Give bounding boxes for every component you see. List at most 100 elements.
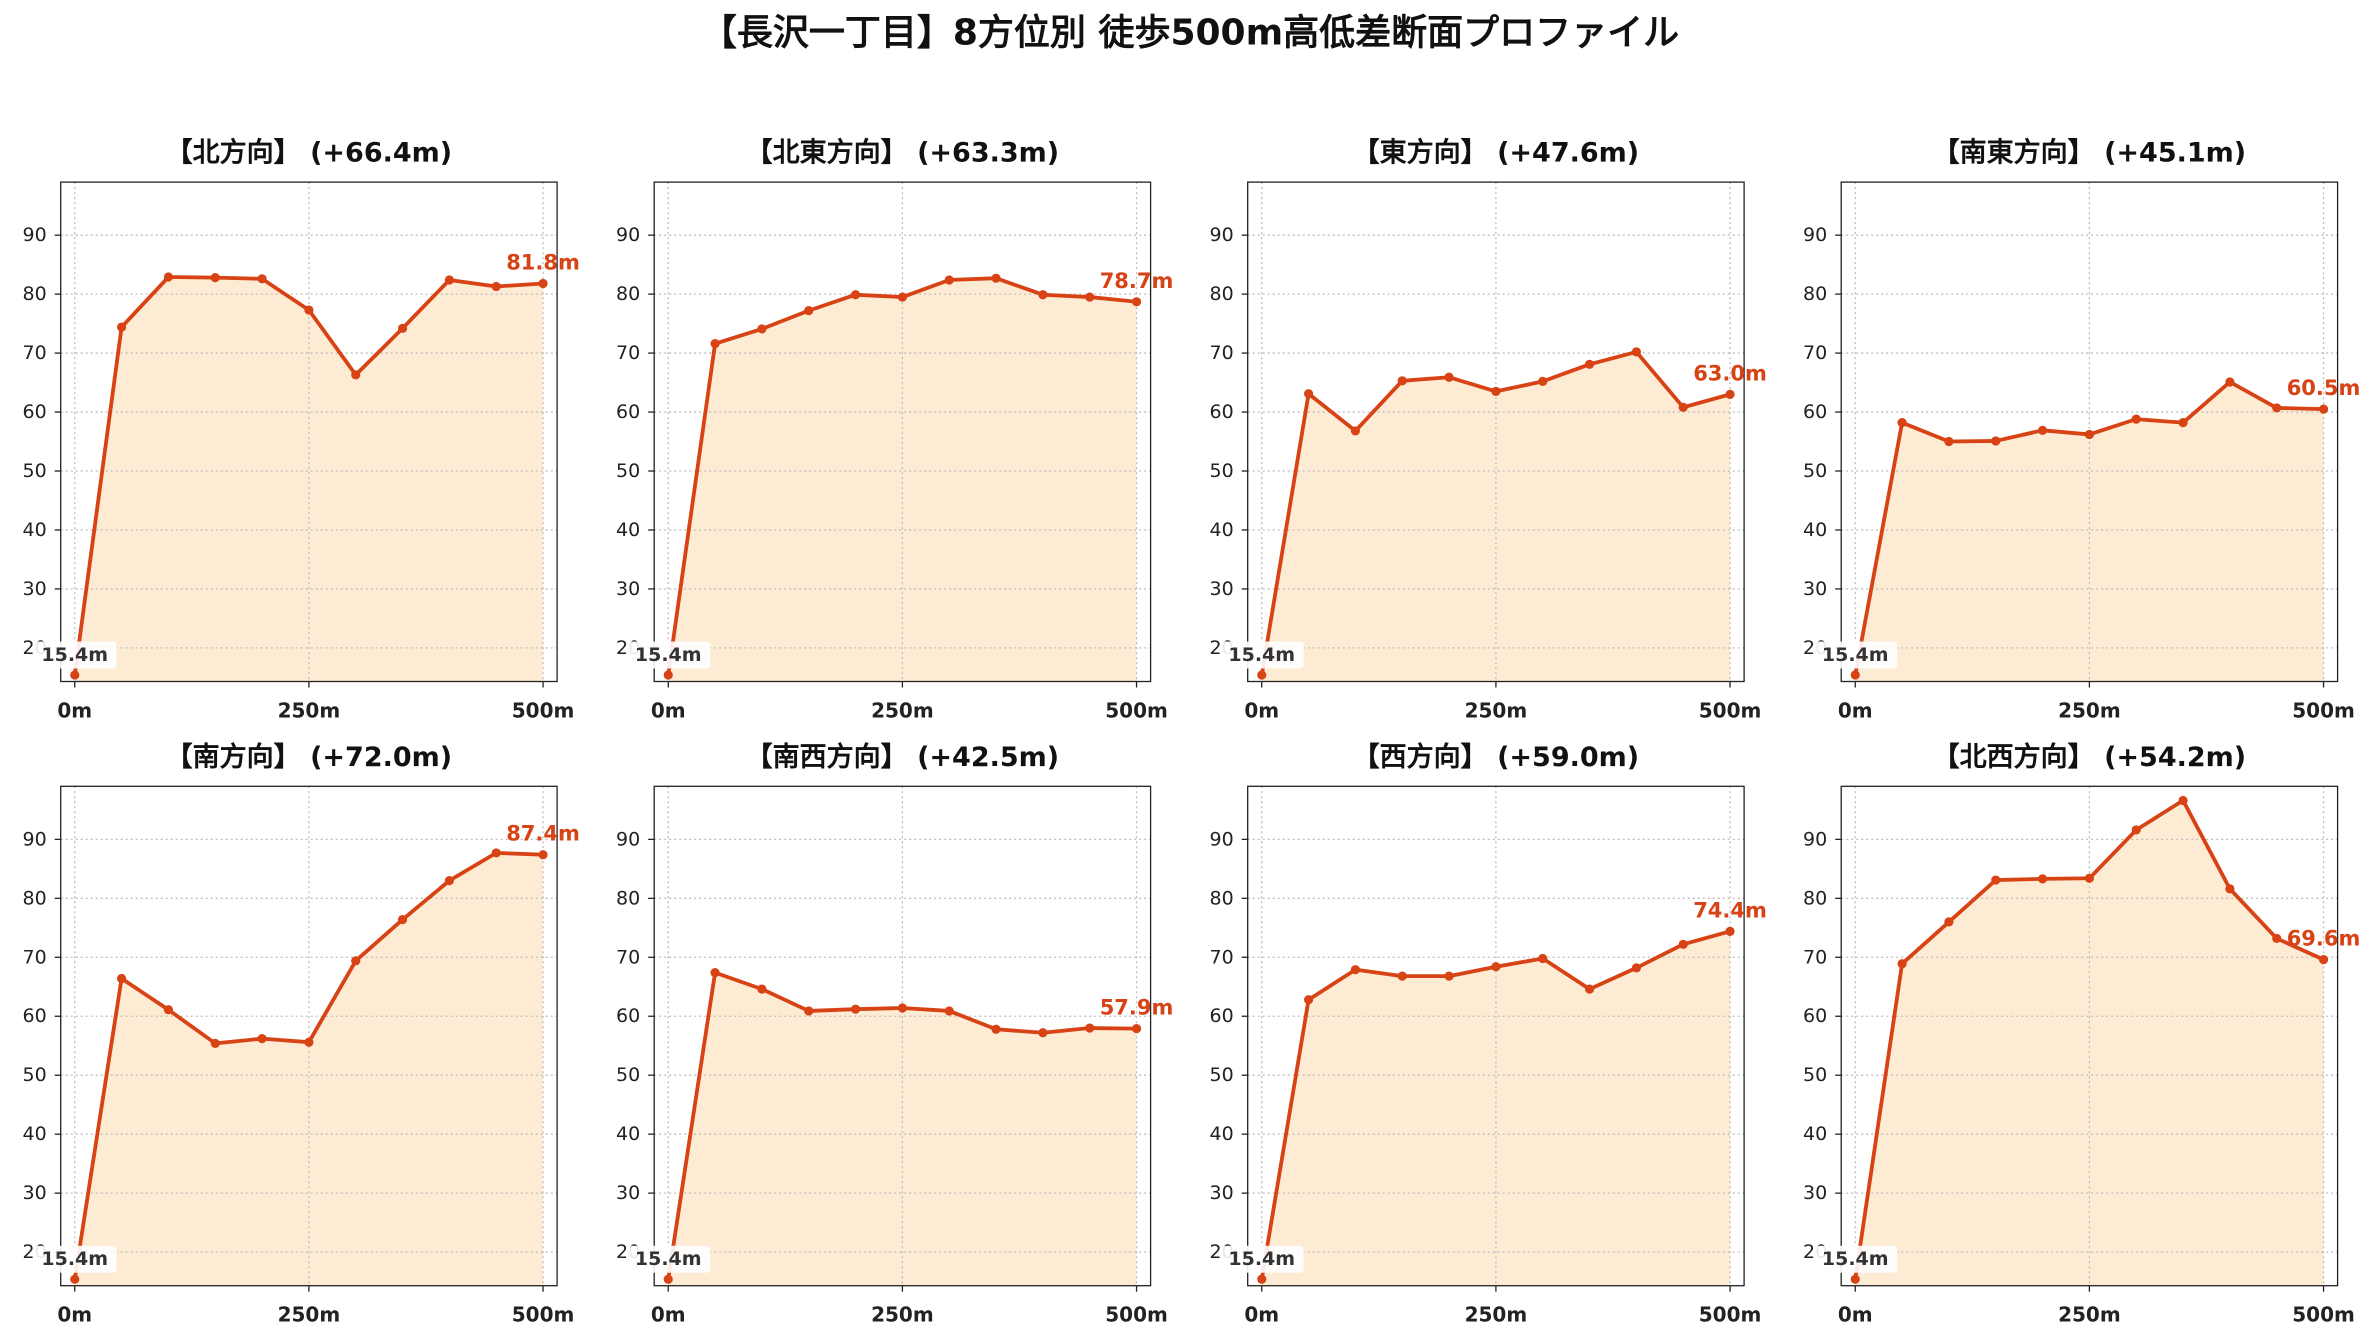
y-tick-label: 90 (1210, 224, 1234, 246)
y-tick-label: 50 (1803, 460, 1827, 482)
data-point (1538, 376, 1548, 386)
start-elevation-label: 15.4m (41, 644, 108, 666)
panel-title: 【南西方向】 (+42.5m) (746, 741, 1059, 773)
data-point (1350, 426, 1361, 436)
data-point (397, 323, 408, 333)
data-point (1397, 376, 1407, 386)
y-tick-label: 90 (1210, 828, 1234, 850)
y-tick-label: 60 (23, 401, 47, 423)
data-point (397, 914, 408, 925)
x-tick-label: 0m (1244, 699, 1279, 723)
data-point (1850, 670, 1860, 680)
data-point (1678, 939, 1688, 949)
y-tick-label: 50 (1803, 1064, 1827, 1086)
start-label-box (1813, 641, 1898, 669)
data-point (304, 1037, 314, 1047)
y-tick-label: 50 (23, 460, 47, 482)
data-point (1584, 359, 1595, 369)
y-tick-label: 70 (1210, 946, 1234, 968)
y-tick-label: 50 (616, 1064, 640, 1086)
end-elevation-label: 87.4m (506, 822, 580, 846)
data-point (2037, 425, 2048, 435)
data-point (1303, 995, 1314, 1005)
data-point (663, 1274, 673, 1284)
area-fill (74, 852, 544, 1286)
data-point (70, 1274, 80, 1284)
data-point (2318, 955, 2329, 965)
y-tick-label: 80 (1803, 887, 1827, 909)
x-tick-label: 500m (1105, 699, 1168, 723)
data-point (757, 324, 767, 334)
data-point (850, 290, 861, 300)
x-tick-label: 500m (1699, 1303, 1762, 1327)
data-point (1538, 953, 1548, 964)
x-tick-label: 500m (2292, 1303, 2355, 1327)
data-point (1038, 1028, 1048, 1038)
start-elevation-label: 15.4m (1822, 644, 1889, 666)
data-point (1491, 962, 1501, 972)
profile-panel-1: 【北方向】 (+66.4m)20304050607080900m250m500m… (23, 137, 580, 723)
data-point (491, 848, 501, 858)
y-tick-label: 60 (23, 1005, 47, 1027)
y-tick-label: 30 (616, 578, 640, 600)
data-point (304, 305, 314, 315)
y-tick-label: 90 (616, 828, 640, 850)
data-point (2131, 825, 2141, 835)
y-tick-label: 80 (1803, 283, 1827, 305)
profile-panel-6: 【南西方向】 (+42.5m)20304050607080900m250m500… (616, 741, 1173, 1327)
data-point (1944, 436, 1954, 447)
x-tick-label: 0m (57, 1303, 92, 1327)
data-point (944, 1006, 954, 1016)
data-point (2318, 404, 2329, 414)
data-point (2225, 377, 2235, 387)
data-point (1944, 917, 1954, 927)
end-elevation-label: 63.0m (1693, 361, 1767, 385)
y-tick-label: 90 (1803, 224, 1827, 246)
y-tick-label: 50 (616, 460, 640, 482)
data-point (1397, 971, 1407, 981)
x-tick-label: 250m (2058, 1303, 2121, 1327)
data-point (2225, 884, 2235, 894)
x-tick-label: 0m (651, 699, 686, 723)
start-label-box (32, 641, 117, 669)
data-point (210, 273, 220, 283)
data-point (710, 339, 720, 349)
y-tick-label: 30 (23, 1182, 47, 1204)
data-point (257, 274, 267, 284)
panel-title: 【東方向】 (+47.6m) (1353, 137, 1639, 169)
data-point (2037, 874, 2048, 884)
data-point (351, 370, 361, 380)
panel-title: 【南方向】 (+72.0m) (166, 741, 452, 773)
data-point (70, 670, 80, 680)
x-tick-label: 250m (278, 1303, 341, 1327)
area-fill (1261, 351, 1731, 682)
y-tick-label: 40 (1210, 519, 1234, 541)
data-point (2084, 873, 2094, 883)
data-point (1631, 347, 1641, 357)
y-tick-label: 80 (616, 887, 640, 909)
start-label-box (1219, 1245, 1304, 1273)
end-elevation-label: 57.9m (1100, 996, 1174, 1020)
x-tick-label: 0m (57, 699, 92, 723)
data-point (757, 984, 767, 994)
data-point (444, 275, 454, 285)
y-tick-label: 50 (23, 1064, 47, 1086)
area-fill (1261, 931, 1731, 1286)
data-point (663, 670, 673, 680)
data-point (538, 278, 548, 289)
y-tick-label: 60 (1210, 1005, 1234, 1027)
x-tick-label: 500m (2292, 699, 2355, 723)
data-point (538, 850, 548, 860)
data-point (351, 956, 361, 966)
profile-panel-5: 【南方向】 (+72.0m)20304050607080900m250m500m… (23, 741, 580, 1327)
x-tick-label: 250m (1465, 699, 1528, 723)
x-tick-label: 500m (1699, 699, 1762, 723)
y-tick-label: 40 (1803, 1123, 1827, 1145)
y-tick-label: 40 (23, 519, 47, 541)
x-tick-label: 500m (1105, 1303, 1168, 1327)
y-tick-label: 60 (1210, 401, 1234, 423)
data-point (944, 275, 954, 285)
start-elevation-label: 15.4m (1228, 644, 1295, 666)
start-elevation-label: 15.4m (41, 1248, 108, 1270)
y-tick-label: 70 (1210, 342, 1234, 364)
